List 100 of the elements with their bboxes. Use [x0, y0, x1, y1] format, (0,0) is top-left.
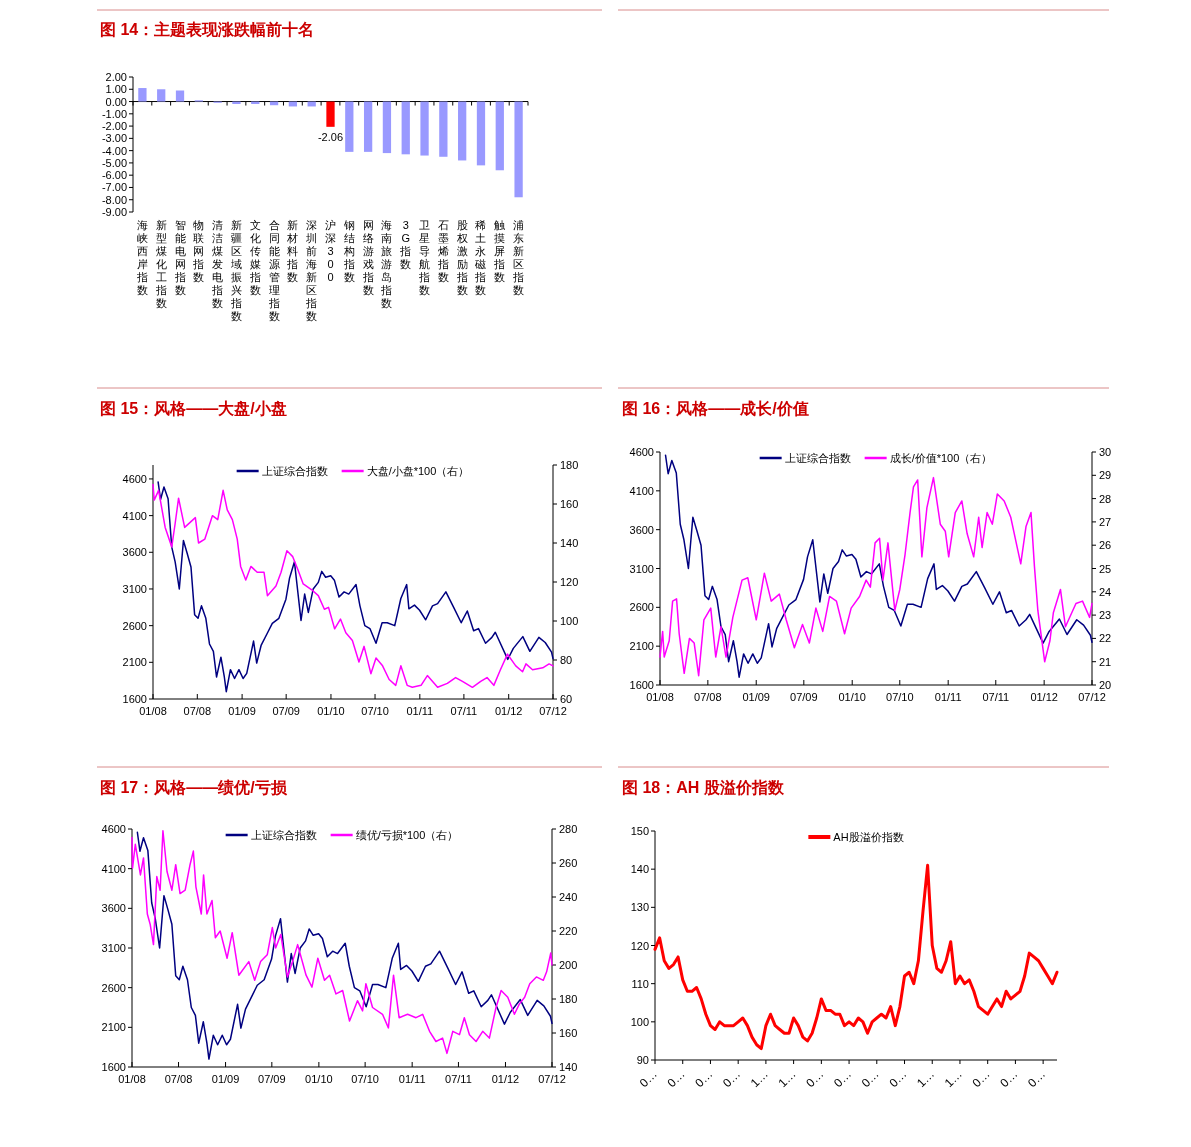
x-tick-label: 0… [1024, 1067, 1049, 1091]
y-tick-label: -8.00 [101, 193, 127, 206]
x-tick-label: 股权激励指数 [455, 219, 468, 296]
y2-tick-label: 220 [559, 925, 578, 937]
y-tick-label: -7.00 [101, 181, 127, 194]
x-tick-label: 07/09 [790, 691, 818, 703]
chart-title: 图 15：风格——大盘/小盘 [100, 400, 287, 417]
y-tick-label: 4600 [122, 472, 147, 485]
bar [175, 90, 185, 102]
y-tick-label: 2.00 [105, 71, 127, 83]
bar [420, 101, 429, 156]
x-tick-label: 物联网指数 [192, 219, 205, 283]
x-tick-label: 沪深300 [325, 219, 336, 283]
x-tick-label: 07/09 [272, 705, 300, 717]
legend-label: 上证综合指数 [784, 452, 851, 464]
x-tick-label: 1… [914, 1067, 938, 1091]
x-tick-label: 0… [997, 1067, 1021, 1091]
x-tick-label: 07/11 [982, 691, 1010, 703]
x-tick-label: 0… [636, 1067, 660, 1091]
x-tick-label: 0… [886, 1067, 910, 1091]
y-tick-label: 1600 [629, 679, 654, 691]
y2-tick-label: 60 [560, 693, 573, 705]
y2-tick-label: 160 [560, 498, 579, 510]
x-tick-label: 07/12 [1078, 691, 1106, 703]
y-tick-label: 3600 [101, 902, 126, 915]
y2-tick-label: 28 [1099, 492, 1112, 505]
legend-label: 上证综合指数 [250, 829, 317, 841]
x-tick-label: 07/09 [258, 1073, 286, 1085]
y2-tick-label: 200 [559, 959, 578, 971]
x-tick-label: 0… [830, 1067, 855, 1091]
bar [138, 88, 147, 102]
y-tick-label: 4600 [101, 823, 126, 835]
y-tick-label: 110 [631, 977, 649, 990]
data-label: -2.06 [317, 130, 344, 143]
y-tick-label: 90 [636, 1054, 649, 1066]
x-tick-label: 1… [747, 1067, 771, 1091]
y-tick-label: 2600 [101, 981, 126, 994]
y-tick-label: -2.00 [101, 120, 127, 133]
x-tick-label: 01/10 [838, 691, 866, 703]
y-tick-label: 120 [630, 939, 649, 952]
y-tick-label: 3600 [122, 546, 147, 559]
bar [363, 101, 373, 152]
x-tick-label: 海南旅游岛指数 [380, 219, 393, 309]
y-tick-label: -1.00 [101, 107, 127, 120]
x-tick-label: 文化传媒指数 [248, 219, 261, 296]
x-tick-label: 07/12 [538, 1073, 566, 1085]
y-tick-label: 1600 [122, 693, 147, 705]
x-tick-label: 0… [858, 1067, 882, 1091]
x-tick-label: 网络游戏指数 [361, 219, 374, 296]
y-tick-label: 150 [630, 825, 649, 837]
bar [345, 101, 354, 152]
y2-tick-label: 180 [560, 459, 579, 471]
bar [382, 101, 392, 154]
y-tick-label: 3100 [122, 582, 147, 595]
x-tick-label: 01/08 [139, 705, 167, 717]
y-tick-label: 3100 [101, 942, 126, 954]
chart-title: 图 14：主题表现涨跌幅前十名 [100, 20, 315, 38]
y2-tick-label: 140 [559, 1061, 578, 1073]
x-tick-label: 07/10 [361, 705, 389, 717]
x-tick-label: 智能电网指数 [173, 219, 186, 296]
y2-tick-label: 280 [559, 823, 578, 835]
x-tick-label: 01/12 [1030, 691, 1058, 703]
x-tick-label: 0… [664, 1067, 688, 1091]
y-tick-label: 4100 [122, 509, 147, 522]
y-tick-label: 2100 [122, 656, 147, 669]
x-tick-label: 清洁煤发电指数 [211, 219, 224, 309]
y2-tick-label: 100 [560, 615, 579, 627]
x-tick-label: 海峡西岸指数 [135, 219, 148, 296]
y2-tick-label: 240 [559, 891, 578, 903]
y2-tick-label: 30 [1099, 446, 1112, 458]
x-tick-label: 石墨烯指数 [436, 219, 449, 283]
y2-tick-label: 22 [1099, 632, 1112, 645]
y2-tick-label: 80 [560, 654, 573, 666]
y-tick-label: 2600 [122, 619, 147, 632]
x-tick-label: 深圳前海新区指数 [305, 219, 318, 322]
y-tick-label: 4100 [101, 862, 126, 875]
y2-tick-label: 26 [1099, 539, 1112, 552]
y-tick-label: 130 [630, 901, 649, 914]
x-tick-label: 触摸屏指数 [493, 219, 506, 283]
x-tick-label: 0… [692, 1067, 716, 1091]
y2-tick-label: 260 [559, 857, 578, 869]
y-tick-label: 3100 [629, 562, 654, 575]
chart-title: 图 17：风格——绩优/亏损 [100, 779, 288, 796]
y2-tick-label: 160 [559, 1027, 578, 1039]
x-tick-label: 钢结构指数 [342, 219, 355, 283]
y2-tick-label: 24 [1099, 585, 1112, 598]
bar [476, 101, 486, 166]
y-tick-label: 4100 [629, 484, 654, 497]
y2-tick-label: 20 [1099, 679, 1112, 691]
x-tick-label: 01/11 [934, 691, 962, 703]
x-tick-label: 07/11 [445, 1073, 472, 1085]
y2-tick-label: 21 [1099, 655, 1112, 668]
x-tick-label: 01/08 [118, 1073, 146, 1085]
line-series [653, 863, 1059, 1051]
x-tick-label: 浦东新区指数 [512, 219, 525, 296]
x-tick-label: 卫星导航指数 [418, 219, 431, 296]
bar [326, 101, 335, 127]
x-tick-label: 0… [969, 1067, 993, 1091]
bar [495, 101, 504, 171]
y-tick-label: 2100 [629, 640, 654, 653]
